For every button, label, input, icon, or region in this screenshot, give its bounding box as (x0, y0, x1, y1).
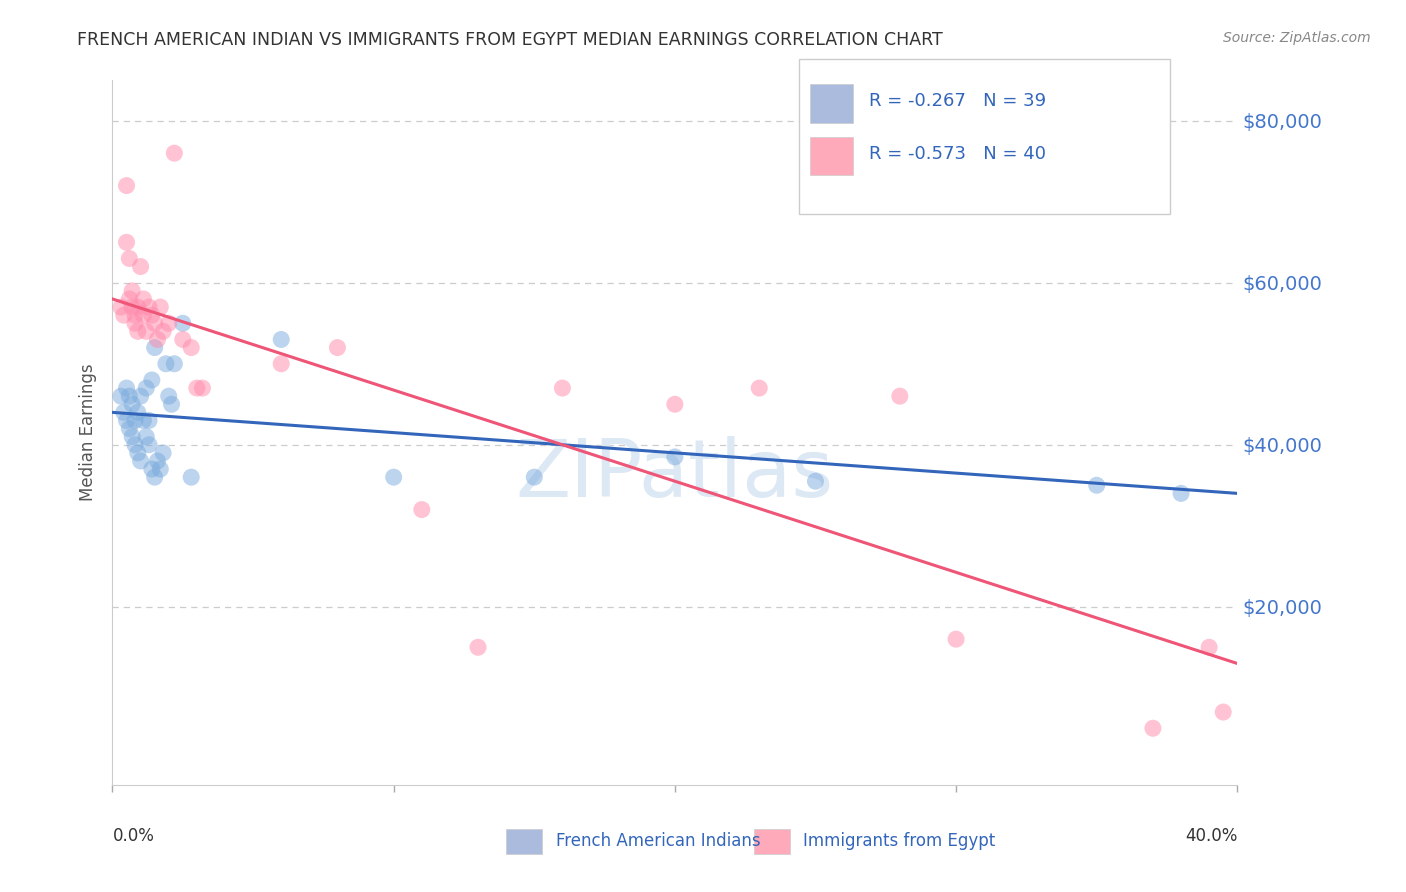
FancyBboxPatch shape (754, 829, 790, 854)
Point (163, 146, 186, 161)
Text: FRENCH AMERICAN INDIAN VS IMMIGRANTS FROM EGYPT MEDIAN EARNINGS CORRELATION CHAR: FRENCH AMERICAN INDIAN VS IMMIGRANTS FRO… (77, 31, 943, 49)
Point (112, 405, 135, 419)
Point (180, 470, 202, 484)
Text: 0.0%: 0.0% (112, 827, 155, 845)
Text: Immigrants from Egypt: Immigrants from Egypt (803, 832, 995, 850)
Point (129, 454, 152, 468)
FancyBboxPatch shape (799, 59, 1170, 214)
Point (180, 341, 202, 355)
Point (411, 502, 433, 516)
Point (132, 308, 155, 322)
Point (157, 389, 180, 403)
Point (132, 413, 155, 427)
Point (118, 292, 141, 306)
FancyBboxPatch shape (810, 136, 852, 176)
Point (124, 413, 146, 427)
Point (124, 316, 146, 330)
Point (270, 333, 292, 347)
Point (121, 284, 143, 298)
Text: ZIPatlas: ZIPatlas (516, 436, 834, 514)
Point (121, 300, 143, 314)
Point (157, 316, 180, 330)
Point (149, 300, 172, 314)
Point (118, 421, 141, 435)
Point (129, 260, 152, 274)
Point (191, 381, 214, 395)
FancyBboxPatch shape (810, 84, 852, 122)
Point (163, 357, 186, 371)
Point (270, 357, 292, 371)
Point (129, 389, 152, 403)
Point (110, 389, 132, 403)
Point (115, 413, 138, 427)
Point (1212, 705, 1234, 719)
Point (155, 357, 177, 371)
Y-axis label: Median Earnings: Median Earnings (79, 364, 97, 501)
Text: R = -0.267   N = 39: R = -0.267 N = 39 (869, 93, 1046, 111)
Point (186, 381, 208, 395)
Point (141, 373, 163, 387)
Point (110, 300, 132, 314)
Point (143, 316, 166, 330)
Point (135, 381, 157, 395)
Point (152, 446, 174, 460)
Point (1142, 721, 1164, 735)
Text: 40.0%: 40.0% (1185, 827, 1237, 845)
Point (1085, 478, 1108, 492)
Text: Source: ZipAtlas.com: Source: ZipAtlas.com (1223, 31, 1371, 45)
Point (141, 308, 163, 322)
Point (124, 308, 146, 322)
Point (143, 341, 166, 355)
Point (1198, 640, 1220, 655)
Point (127, 446, 149, 460)
Point (132, 292, 155, 306)
Point (138, 413, 160, 427)
Point (945, 632, 967, 647)
Point (326, 341, 349, 355)
Point (124, 438, 146, 452)
Point (112, 308, 135, 322)
Point (382, 470, 405, 484)
Point (152, 324, 174, 338)
Point (889, 389, 911, 403)
Text: French American Indians: French American Indians (555, 832, 761, 850)
Point (172, 316, 194, 330)
Point (664, 450, 686, 464)
Point (121, 397, 143, 411)
Point (748, 381, 770, 395)
Text: R = -0.573   N = 40: R = -0.573 N = 40 (869, 145, 1046, 163)
Point (172, 333, 194, 347)
Point (551, 381, 574, 395)
Point (146, 333, 169, 347)
Point (149, 462, 172, 476)
Point (143, 470, 166, 484)
Point (118, 389, 141, 403)
Point (523, 470, 546, 484)
FancyBboxPatch shape (506, 829, 543, 854)
Point (467, 640, 489, 655)
Point (160, 397, 183, 411)
Point (1170, 486, 1192, 500)
Point (127, 405, 149, 419)
Point (115, 381, 138, 395)
Point (135, 324, 157, 338)
Point (138, 300, 160, 314)
Point (127, 324, 149, 338)
Point (804, 474, 827, 488)
Point (146, 454, 169, 468)
Point (121, 430, 143, 444)
Point (135, 430, 157, 444)
Point (115, 178, 138, 193)
Point (141, 462, 163, 476)
Point (138, 438, 160, 452)
Point (115, 235, 138, 250)
Point (664, 397, 686, 411)
Point (127, 300, 149, 314)
Point (118, 252, 141, 266)
